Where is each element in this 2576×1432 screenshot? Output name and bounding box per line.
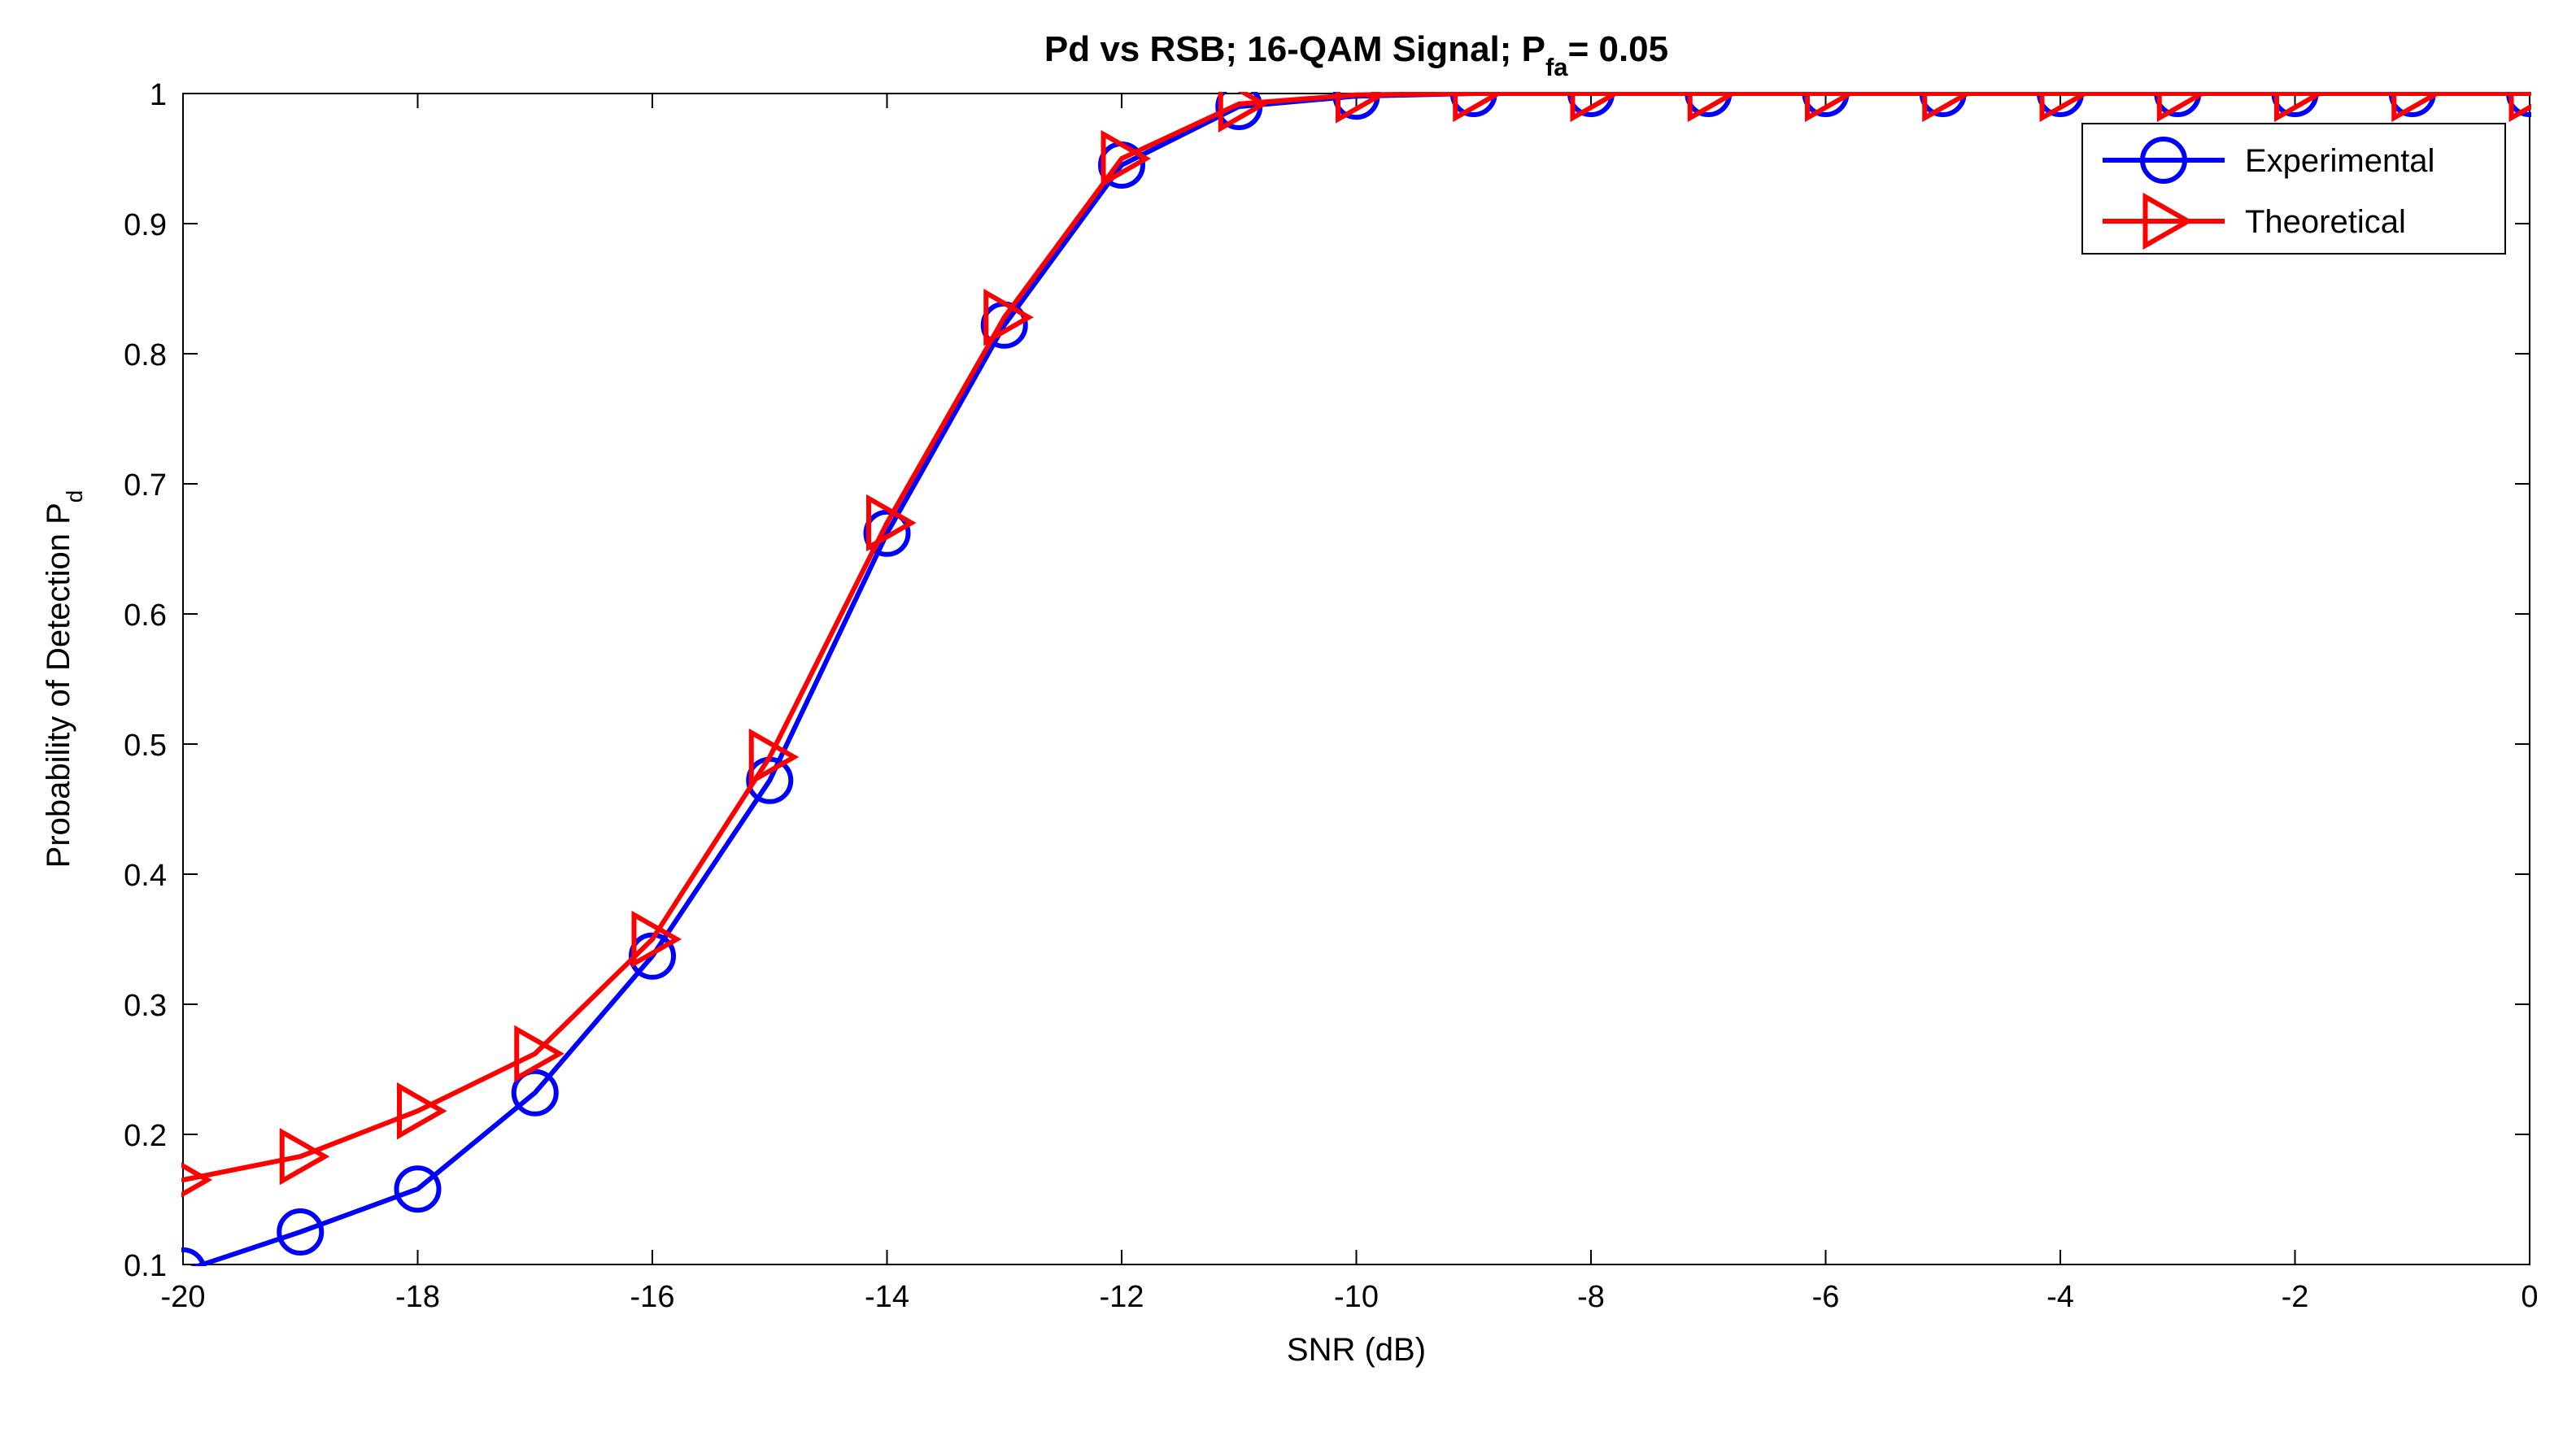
x-tick-label: -16	[630, 1280, 675, 1314]
y-tick-label: 0.4	[124, 859, 167, 893]
x-tick-label: -14	[865, 1280, 909, 1314]
legend-label: Theoretical	[2245, 204, 2406, 240]
y-tick-label: 1	[150, 78, 167, 112]
x-tick-label: -4	[2046, 1280, 2074, 1314]
x-tick-label: 0	[2521, 1280, 2538, 1314]
ylabel-prefix: Probability of Detection P	[41, 503, 76, 868]
chart-container: -20-18-16-14-12-10-8-6-4-200.10.20.30.40…	[0, 0, 2576, 1432]
y-tick-label: 0.8	[124, 338, 167, 372]
legend-label: Experimental	[2245, 143, 2434, 179]
y-tick-label: 0.9	[124, 208, 167, 242]
title-suffix: = 0.05	[1568, 29, 1669, 69]
x-tick-label: -10	[1334, 1280, 1379, 1314]
x-tick-label: -8	[1577, 1280, 1605, 1314]
y-tick-label: 0.7	[124, 468, 167, 503]
x-tick-label: -12	[1100, 1280, 1144, 1314]
x-tick-label: -2	[2282, 1280, 2309, 1314]
x-axis-label: SNR (dB)	[1287, 1332, 1426, 1368]
legend: Experimental Theoretical	[2082, 124, 2505, 254]
x-tick-label: -6	[1812, 1280, 1840, 1314]
y-tick-label: 0.3	[124, 989, 167, 1023]
y-tick-label: 0.2	[124, 1119, 167, 1153]
chart-svg: -20-18-16-14-12-10-8-6-4-200.10.20.30.40…	[0, 0, 2576, 1432]
y-tick-label: 0.1	[124, 1249, 167, 1283]
y-tick-label: 0.6	[124, 598, 167, 633]
title-sub: fa	[1545, 53, 1568, 81]
ylabel-sub: d	[62, 490, 87, 503]
title-prefix: Pd vs RSB; 16-QAM Signal; P	[1044, 29, 1545, 69]
y-tick-label: 0.5	[124, 729, 167, 763]
x-tick-label: -20	[161, 1280, 206, 1314]
x-tick-label: -18	[395, 1280, 440, 1314]
